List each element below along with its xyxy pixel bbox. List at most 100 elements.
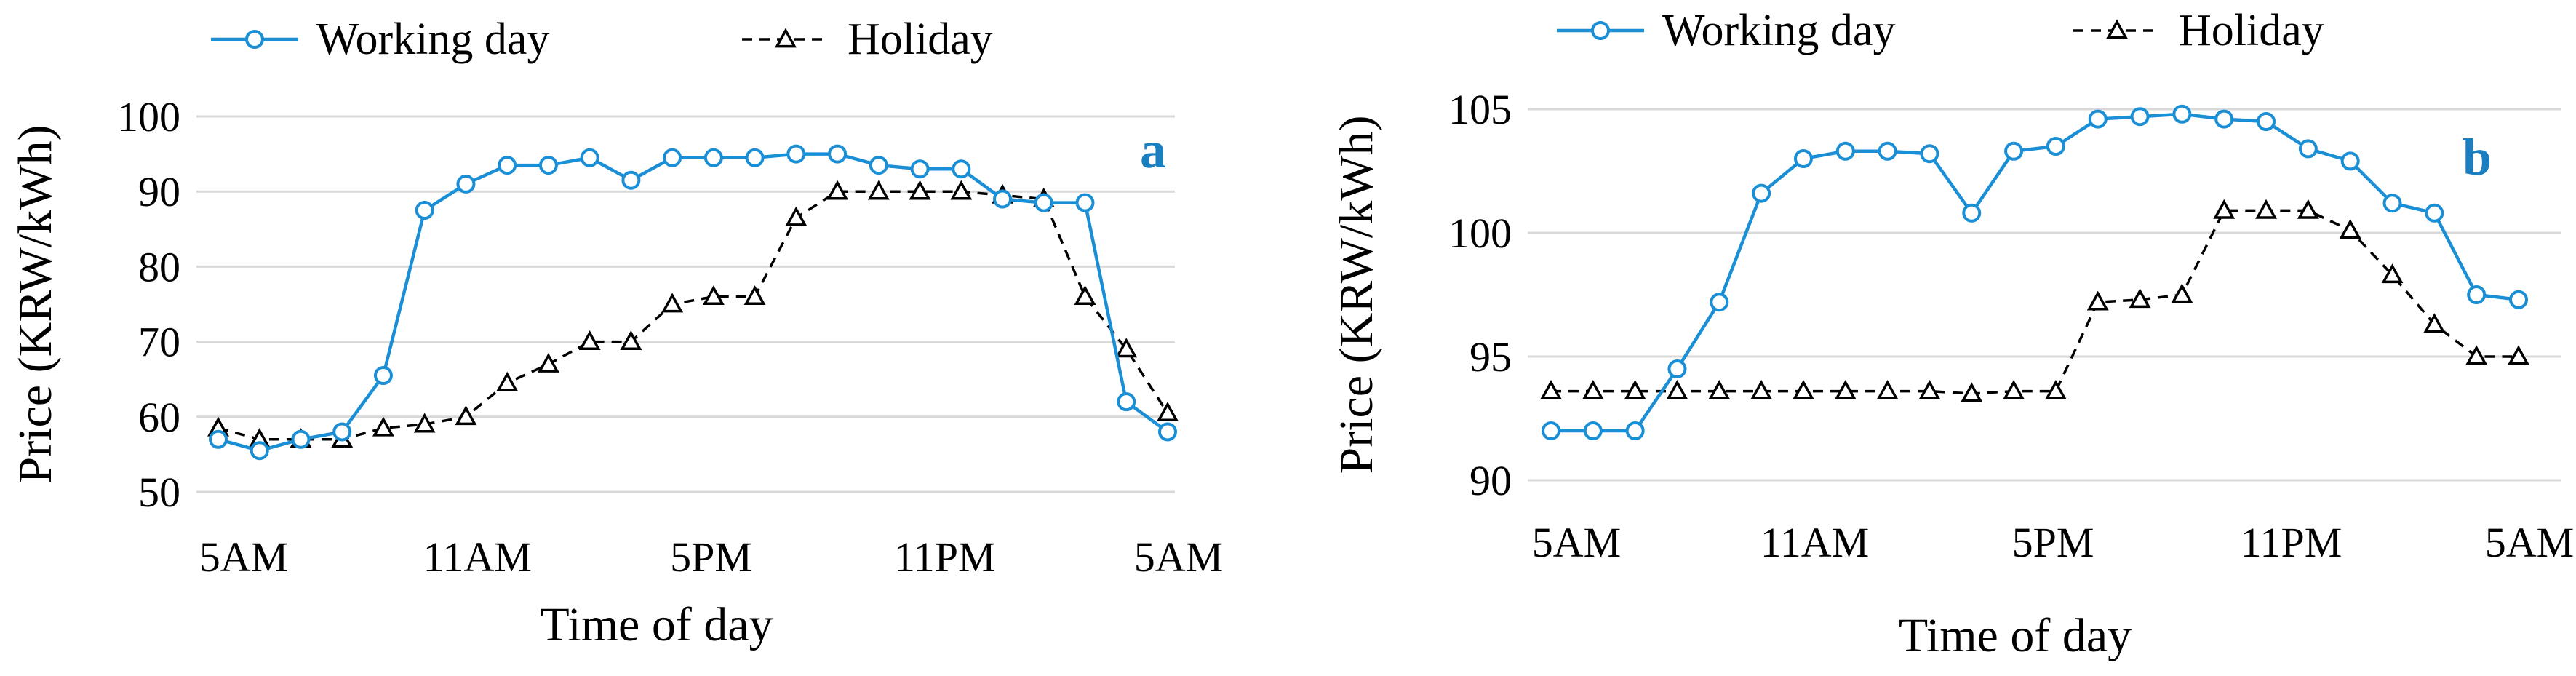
chart-panel-b: 90 95 100 105 5AM 11AM 5PM 11PM 5AM Time of day Pr… xyxy=(1324,0,2576,676)
chart-a-point-holiday xyxy=(455,405,477,426)
chart-b-legend-marker-holiday xyxy=(2106,19,2128,39)
chart-b-point-working-day xyxy=(2214,109,2234,129)
chart-a-point-holiday xyxy=(743,285,766,306)
chart-a-y-tick-label: 80 xyxy=(138,243,180,290)
chart-a-point-working-day xyxy=(663,148,682,167)
chart-b-point-holiday xyxy=(2213,199,2236,219)
chart-b-point-holiday xyxy=(1540,379,1562,399)
chart-b-point-holiday xyxy=(1834,379,1857,399)
chart-a-point-holiday xyxy=(785,206,808,226)
chart-a-point-working-day xyxy=(538,156,558,175)
chart-a-point-holiday xyxy=(578,330,601,350)
chart-a-point-working-day xyxy=(1075,193,1095,212)
chart-a-point-holiday xyxy=(537,352,559,373)
chart-a-point-holiday xyxy=(1074,285,1096,306)
chart-a-point-holiday xyxy=(661,293,684,313)
chart-a-point-holiday xyxy=(372,416,394,437)
chart-b-y-axis-title: Price (KRW/kWh) xyxy=(1330,115,1383,474)
chart-a-x-axis-title: Time of day xyxy=(540,598,773,651)
chart-b-svg: 90 95 100 105 5AM 11AM 5PM 11PM 5AM Time of day Pr… xyxy=(1330,6,2574,662)
chart-a-legend-marker-working-day xyxy=(245,30,264,49)
chart-a-point-holiday xyxy=(909,180,931,200)
chart-a-point-holiday xyxy=(620,330,642,350)
chart-b-point-working-day xyxy=(2130,107,2150,127)
chart-a-legend-label-holiday: Holiday xyxy=(848,15,993,64)
chart-a-y-axis-title: Price (KRW/kWh) xyxy=(9,124,62,483)
chart-a-point-working-day xyxy=(828,144,848,164)
chart-b-legend-marker-working-day xyxy=(1591,21,1610,40)
chart-a-point-working-day xyxy=(456,174,476,194)
chart-a-point-working-day xyxy=(703,148,723,167)
chart-b-point-working-day xyxy=(2340,151,2360,171)
chart-a-point-working-day xyxy=(621,170,641,190)
chart-b-point-working-day xyxy=(1835,141,1855,161)
chart-b-x-axis-title: Time of day xyxy=(1899,609,2132,662)
chart-b-point-holiday xyxy=(2339,218,2361,239)
chart-a-point-working-day xyxy=(498,156,517,175)
chart-b-point-holiday xyxy=(1750,379,1773,399)
chart-a-x-tick-label: 11PM xyxy=(894,533,996,581)
chart-b-point-working-day xyxy=(2257,112,2276,131)
chart-a-series-line-holiday xyxy=(218,190,1169,441)
chart-b-point-working-day xyxy=(1710,293,1729,312)
chart-b-x-tick-label: 5AM xyxy=(2485,519,2574,566)
chart-a-series-line-working-day xyxy=(218,152,1169,453)
chart-a-point-working-day xyxy=(209,429,228,449)
chart-a-point-working-day xyxy=(786,144,806,164)
chart-b-point-working-day xyxy=(1920,144,1939,164)
chart-a-x-tick-label: 5PM xyxy=(670,533,752,581)
chart-a-point-working-day xyxy=(993,189,1013,209)
chart-b-legend-label-working-day: Working day xyxy=(1662,6,1895,55)
chart-a-y-tick-label: 60 xyxy=(138,394,180,441)
chart-a-point-working-day xyxy=(580,148,599,167)
chart-b-legend-label-holiday: Holiday xyxy=(2179,6,2324,55)
chart-b-point-holiday xyxy=(2003,379,2025,399)
chart-a-point-working-day xyxy=(910,159,930,179)
chart-panel-a: 50 60 70 80 90 100 5AM 11AM 5PM 11PM 5AM Time of da… xyxy=(0,0,1280,676)
chart-b-point-working-day xyxy=(1667,359,1687,378)
chart-a-point-working-day xyxy=(1117,392,1136,412)
chart-b-point-working-day xyxy=(1793,149,1813,168)
chart-b-series-line-working-day xyxy=(1551,112,2519,433)
chart-b-point-working-day xyxy=(2425,203,2444,223)
chart-b-point-working-day xyxy=(1752,183,1771,203)
chart-a-point-holiday xyxy=(1157,402,1179,421)
chart-b-point-working-day xyxy=(2382,194,2402,213)
chart-a-point-working-day xyxy=(745,148,765,167)
chart-b-panel-label: b xyxy=(2463,128,2492,186)
chart-b-point-working-day xyxy=(2509,290,2528,309)
chart-b-point-holiday xyxy=(1918,379,1941,399)
chart-a-point-holiday xyxy=(950,180,973,200)
chart-b-y-tick-label: 95 xyxy=(1470,333,1512,381)
chart-b-point-holiday xyxy=(1792,379,1814,399)
chart-a-point-holiday xyxy=(1115,338,1138,358)
chart-b-point-holiday xyxy=(2423,313,2446,333)
chart-a-point-working-day xyxy=(415,201,434,220)
chart-b-y-tick-label: 100 xyxy=(1448,210,1512,257)
chart-a-y-tick-label: 90 xyxy=(138,168,180,215)
chart-b-point-working-day xyxy=(2467,285,2487,304)
chart-a-point-holiday xyxy=(702,285,725,306)
chart-a-y-tick-label: 100 xyxy=(117,93,180,140)
chart-a-point-holiday xyxy=(826,180,849,200)
chart-b-point-working-day xyxy=(2046,137,2065,156)
chart-b-point-holiday xyxy=(2129,288,2151,309)
chart-b-point-working-day xyxy=(1625,421,1645,440)
chart-a-point-working-day xyxy=(1158,422,1177,442)
chart-a-svg: 50 60 70 80 90 100 5AM 11AM 5PM 11PM 5AM Time of da… xyxy=(9,15,1223,651)
chart-b-point-holiday xyxy=(1961,382,1983,402)
chart-a-legend-label-working-day: Working day xyxy=(316,15,549,64)
chart-a-point-working-day xyxy=(1034,193,1053,212)
chart-b-point-working-day xyxy=(2004,141,2024,161)
chart-a-x-tick-label: 5AM xyxy=(199,533,288,581)
chart-a-panel-label: a xyxy=(1140,121,1166,179)
chart-b-x-tick-label: 5AM xyxy=(1532,519,1621,566)
chart-a-x-tick-label: 11AM xyxy=(423,533,532,581)
chart-a-point-holiday xyxy=(496,371,519,391)
chart-a-point-working-day xyxy=(373,366,393,386)
chart-b-point-working-day xyxy=(1583,421,1603,440)
chart-b-x-tick-label: 11PM xyxy=(2241,519,2342,566)
chart-b-series-line-holiday xyxy=(1551,209,2519,395)
chart-b-point-working-day xyxy=(2298,139,2318,159)
chart-b-point-holiday xyxy=(2465,345,2488,365)
